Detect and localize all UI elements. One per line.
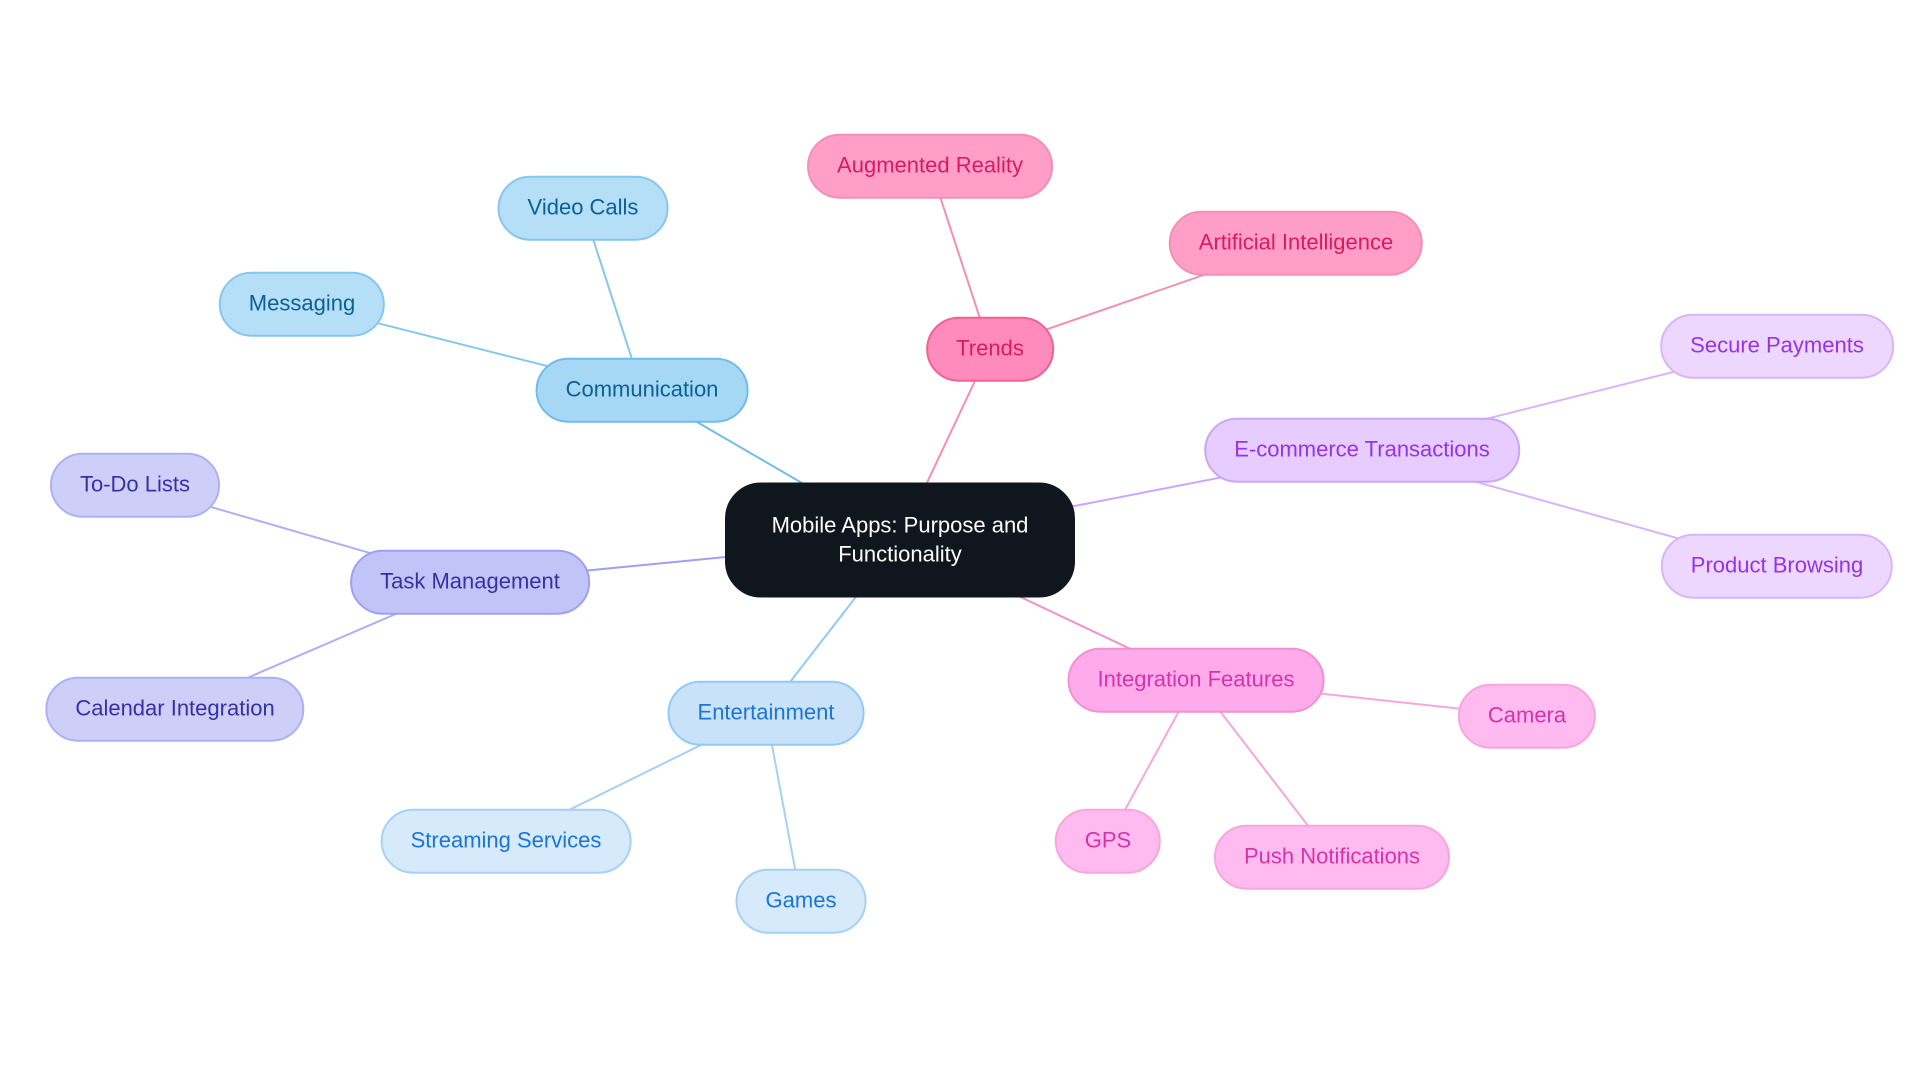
node-label: Secure Payments	[1690, 332, 1864, 361]
node-ecommerce[interactable]: E-commerce Transactions	[1204, 418, 1520, 483]
node-label: Integration Features	[1098, 666, 1295, 695]
node-communication[interactable]: Communication	[536, 358, 749, 423]
node-label: Artificial Intelligence	[1199, 229, 1393, 258]
node-ai[interactable]: Artificial Intelligence	[1169, 211, 1423, 276]
node-todo[interactable]: To-Do Lists	[50, 453, 220, 518]
node-browsing[interactable]: Product Browsing	[1661, 534, 1893, 599]
node-label: Task Management	[380, 568, 560, 597]
node-label: Streaming Services	[411, 827, 602, 856]
node-label: Product Browsing	[1691, 552, 1863, 581]
node-label: Calendar Integration	[75, 695, 274, 724]
node-label: Video Calls	[528, 194, 639, 223]
node-label: Entertainment	[698, 699, 835, 728]
node-label: To-Do Lists	[80, 471, 190, 500]
node-streaming[interactable]: Streaming Services	[381, 809, 632, 874]
node-label: Mobile Apps: Purpose and Functionality	[755, 511, 1045, 568]
node-integration[interactable]: Integration Features	[1068, 648, 1325, 713]
node-label: Communication	[566, 376, 719, 405]
node-label: Trends	[956, 335, 1024, 364]
node-label: Push Notifications	[1244, 843, 1420, 872]
node-video[interactable]: Video Calls	[498, 176, 669, 241]
node-push[interactable]: Push Notifications	[1214, 825, 1450, 890]
node-label: Messaging	[249, 290, 355, 319]
node-label: Games	[766, 887, 837, 916]
node-games[interactable]: Games	[736, 869, 867, 934]
node-label: Camera	[1488, 702, 1566, 731]
mindmap-canvas: Mobile Apps: Purpose and Functionality Tr…	[0, 0, 1920, 1083]
node-center[interactable]: Mobile Apps: Purpose and Functionality	[725, 483, 1075, 598]
node-taskmgmt[interactable]: Task Management	[350, 550, 590, 615]
node-ar[interactable]: Augmented Reality	[807, 134, 1053, 199]
node-messaging[interactable]: Messaging	[219, 272, 385, 337]
node-entertainment[interactable]: Entertainment	[668, 681, 865, 746]
node-label: GPS	[1085, 827, 1131, 856]
node-label: E-commerce Transactions	[1234, 436, 1490, 465]
node-trends[interactable]: Trends	[926, 317, 1054, 382]
node-label: Augmented Reality	[837, 152, 1023, 181]
node-gps[interactable]: GPS	[1055, 809, 1161, 874]
node-camera[interactable]: Camera	[1458, 684, 1596, 749]
node-secure[interactable]: Secure Payments	[1660, 314, 1894, 379]
node-calendar[interactable]: Calendar Integration	[45, 677, 304, 742]
